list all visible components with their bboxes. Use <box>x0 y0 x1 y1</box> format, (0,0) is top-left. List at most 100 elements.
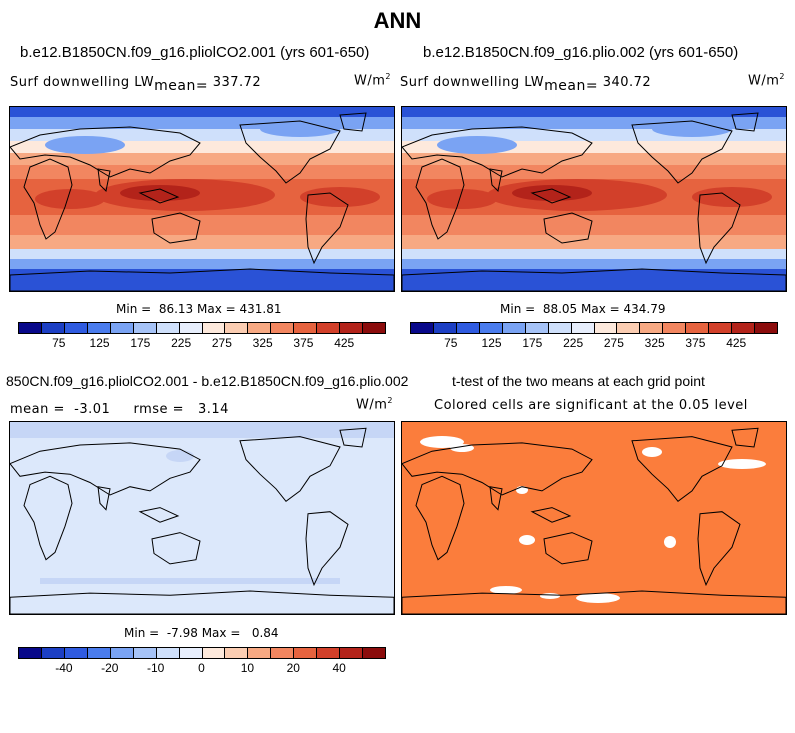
coastline <box>339 112 367 132</box>
colorbar-swatch <box>109 322 134 334</box>
variable-label-right: Surf downwelling LWmean= 340.72 <box>400 74 652 94</box>
colorbar-swatch <box>40 647 65 659</box>
colorbar-swatch <box>662 322 687 334</box>
colorbar-swatch <box>178 322 203 334</box>
mean-value: 340.72 <box>602 75 652 90</box>
significance-note: Colored cells are significant at the 0.0… <box>434 398 748 413</box>
coastline <box>10 126 201 178</box>
coastline <box>415 475 465 561</box>
coastline <box>402 442 593 496</box>
colorbar-tick-label: 225 <box>563 336 584 350</box>
insignificant-cell <box>642 447 662 457</box>
insignificant-cell <box>576 593 620 603</box>
coastline <box>631 436 733 502</box>
colorbar-swatch <box>478 322 503 334</box>
map-canvas <box>402 107 786 291</box>
min-value: 86.13 <box>158 302 194 316</box>
colorbar-tick-label: 75 <box>444 336 458 350</box>
asia-cold <box>45 136 125 154</box>
min-label: Min = <box>500 302 536 316</box>
colorbar-swatch <box>708 322 733 334</box>
colorbar-swatch <box>593 322 618 334</box>
colorbar-tick-label: 325 <box>644 336 665 350</box>
insignificant-cell <box>718 459 766 469</box>
colorbar-swatch <box>570 322 595 334</box>
atlantic-warm <box>692 187 772 207</box>
coastline <box>97 486 111 511</box>
insignificant-cell <box>664 536 676 548</box>
colorbar-swatch <box>270 322 295 334</box>
coastline <box>23 475 73 561</box>
colorbar-tick-label: 10 <box>240 661 255 675</box>
colorbar-tick-label: 375 <box>685 336 706 350</box>
coastline <box>10 442 201 496</box>
units-text: W/m <box>356 397 388 413</box>
diff-stats: mean = -3.01 rmse = 3.14 <box>10 402 229 417</box>
colorbar-swatch <box>201 647 226 659</box>
colorbar-swatch <box>155 647 180 659</box>
mean-label: mean= <box>154 78 209 94</box>
coastline <box>239 436 341 502</box>
colorbar-swatch <box>616 322 641 334</box>
latitude-band <box>10 107 394 117</box>
coastline <box>489 168 503 193</box>
min-label: Min = <box>116 302 152 316</box>
southern-band <box>40 578 340 584</box>
units-superscript: 2 <box>385 72 391 81</box>
colorbar-swatch <box>247 322 272 334</box>
colorbar-swatch <box>18 647 42 659</box>
colorbar-swatch <box>224 322 249 334</box>
colorbar-tick-label: 175 <box>130 336 151 350</box>
coastline <box>97 168 111 193</box>
latitude-band <box>10 269 394 291</box>
colorbar-swatch <box>639 322 664 334</box>
colorbar-swatch <box>362 322 386 334</box>
max-label: Max = <box>201 626 241 640</box>
max-label: Max = <box>581 302 620 316</box>
colorbar-tick-label: 20 <box>286 661 300 675</box>
units-text: W/m <box>748 73 780 89</box>
coastline <box>731 427 759 448</box>
colorbar-swatch <box>86 647 111 659</box>
coastline <box>138 188 180 204</box>
units-superscript: 2 <box>387 396 393 405</box>
ttest-title: t-test of the two means at each grid poi… <box>452 373 705 389</box>
colorbar-tick-label: -20 <box>101 661 119 675</box>
warm-pool-core <box>120 185 200 201</box>
colorbar-difference <box>18 647 386 659</box>
coastline <box>543 532 593 565</box>
coastline <box>402 126 593 178</box>
latitude-band <box>10 215 394 235</box>
latitude-band <box>10 249 394 259</box>
colorbar-swatch <box>339 647 364 659</box>
difference-title: 850CN.f09_g16.pliolCO2.001 - b.e12.B1850… <box>6 373 409 389</box>
colorbar-swatch <box>201 322 226 334</box>
coastline <box>697 511 741 587</box>
colorbar-tick-label: -10 <box>146 661 165 675</box>
latitude-band <box>402 215 786 235</box>
variable-name: Surf downwelling LW <box>400 75 545 90</box>
colorbar-swatch <box>316 322 341 334</box>
colorbar-swatch <box>178 647 203 659</box>
colorbar-top-left <box>18 322 386 334</box>
coastline <box>339 427 367 448</box>
coastline <box>530 188 572 204</box>
colorbar-tick-label: 275 <box>211 336 232 350</box>
map-canvas <box>10 422 394 614</box>
rmse-value: 3.14 <box>197 402 229 417</box>
colorbar-swatch <box>754 322 778 334</box>
indian-warm <box>427 189 497 209</box>
colorbar-tick-label: 175 <box>522 336 543 350</box>
insignificant-cell <box>490 586 522 594</box>
mean-value: -3.01 <box>74 402 111 417</box>
coastline <box>151 532 201 565</box>
coastline <box>10 268 394 291</box>
min-max-right: Min = 88.05 Max = 434.79 <box>500 302 666 316</box>
latitude-band <box>10 235 394 249</box>
max-value: 0.84 <box>251 626 279 640</box>
case-title-left: b.e12.B1850CN.f09_g16.pliolCO2.001 (yrs … <box>20 44 370 61</box>
mean-label: mean = <box>10 402 65 417</box>
coastline <box>697 192 741 265</box>
min-value: 88.05 <box>542 302 578 316</box>
coastline <box>138 507 180 523</box>
